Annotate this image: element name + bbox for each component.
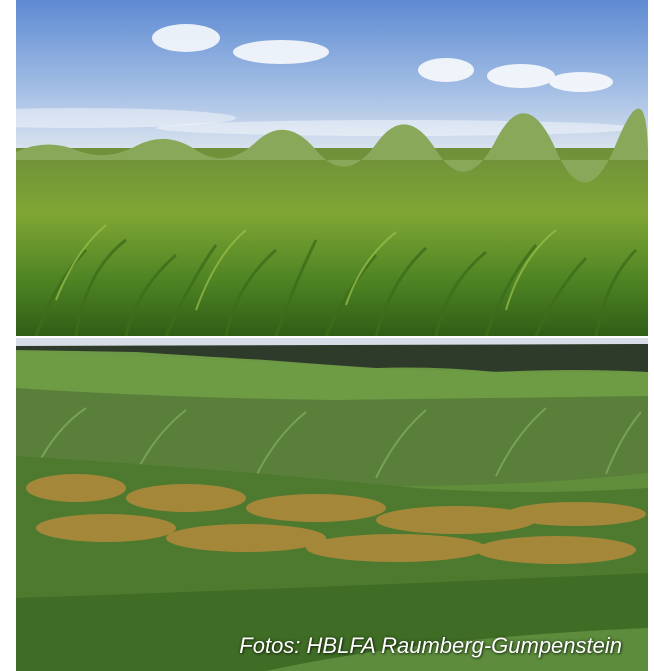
meadow <box>16 352 648 408</box>
maize-crop <box>16 148 648 336</box>
sorghum-field-photo: Fotos: HBLFA Raumberg-Gumpenstein <box>16 338 648 671</box>
sorghum-green-row <box>16 388 648 487</box>
maize-highlights <box>55 224 557 311</box>
maize-field-image <box>16 0 648 336</box>
sorghum-field-image <box>16 338 648 671</box>
tassel-line <box>16 108 648 183</box>
maize-field-photo <box>16 0 648 336</box>
photo-credit: Fotos: HBLFA Raumberg-Gumpenstein <box>239 633 622 658</box>
sorghum-panicles <box>26 474 646 564</box>
tree-line <box>16 344 648 372</box>
maize-leaves <box>34 238 638 336</box>
foreground-grass <box>266 628 648 671</box>
